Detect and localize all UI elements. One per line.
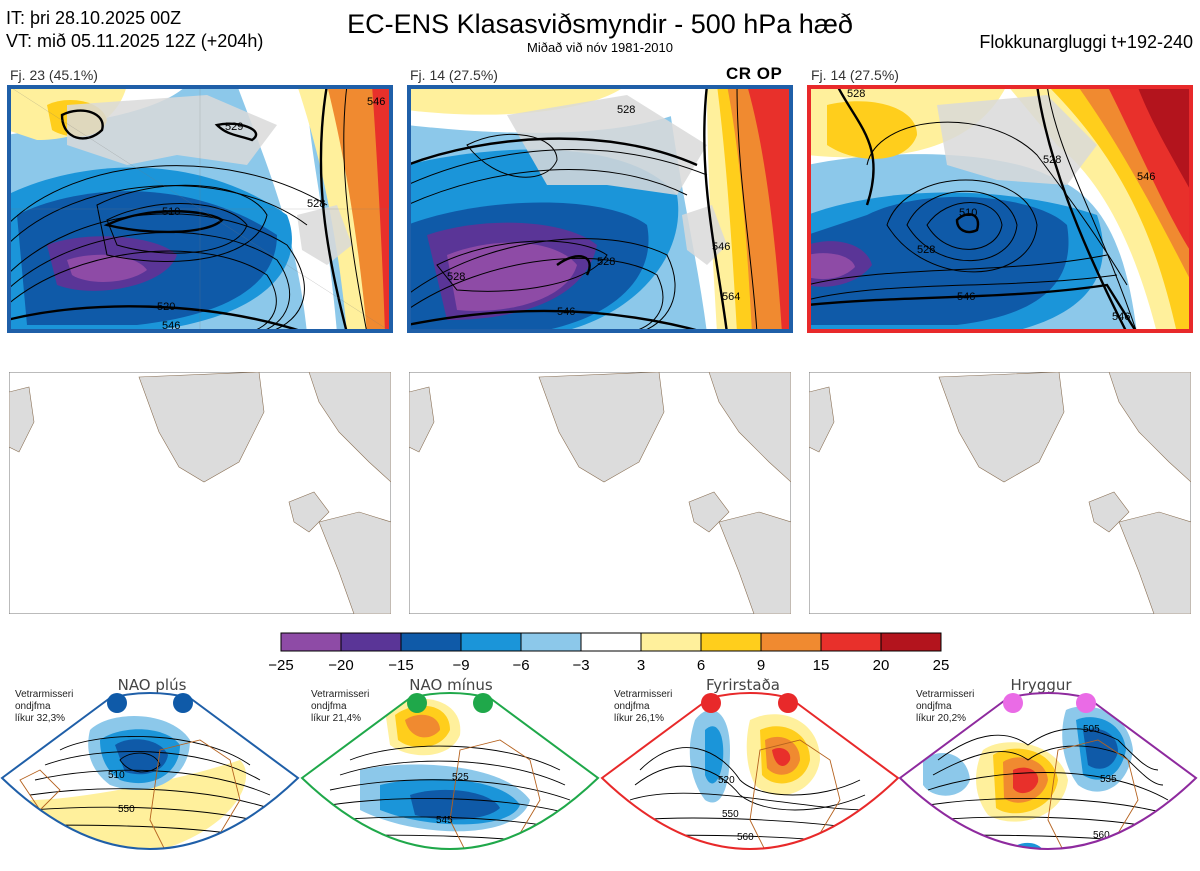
contour-label: 546 — [162, 320, 180, 332]
regime-contour-label: 505 — [1083, 724, 1100, 735]
regime-contour-label: 550 — [722, 809, 739, 820]
colorbar-tick-label: 9 — [756, 657, 766, 674]
regime-contour-label: 565 — [446, 850, 463, 861]
regime-nao-minus-map: 525 545 565 — [300, 692, 600, 861]
cluster-2-label: Fj. 14 (27.5%) — [410, 67, 498, 83]
colorbar-tick-label: −9 — [452, 657, 470, 674]
regime-nao-plus-title: NAO plús — [117, 676, 187, 694]
cluster-3-label: Fj. 14 (27.5%) — [811, 67, 899, 83]
regime-blocking-season: Vetrarmisseri ondjfma líkur 26,1% — [614, 689, 673, 724]
contour-label: 564 — [722, 291, 740, 303]
colorbar-swatch — [700, 632, 762, 652]
colorbar-swatch — [580, 632, 642, 652]
regime-ridge-season: Vetrarmisseri ondjfma líkur 20,2% — [916, 689, 975, 724]
regime-blocking-title: Fyrirstaða — [706, 676, 780, 694]
anomaly-colorbar — [280, 632, 942, 652]
regime-ridge-map: 505 535 560 — [898, 692, 1198, 850]
regime-contour-label: 510 — [108, 770, 125, 781]
colorbar-tick-label: −20 — [328, 657, 354, 674]
colorbar-swatch — [880, 632, 942, 652]
cluster-2-tag: CR OP — [726, 64, 783, 83]
regime-nao-plus-map: 510 550 — [0, 692, 300, 850]
contour-label: 528 — [617, 104, 635, 116]
regime-nao-plus-season: Vetrarmisseri ondjfma líkur 32,3% — [15, 689, 74, 724]
valid-time: VT: mið 05.11.2025 12Z (+204h) — [6, 31, 264, 51]
regime-contour-label: 550 — [118, 804, 135, 815]
colorbar-tick-label: 25 — [932, 657, 950, 674]
contour-label: 510 — [162, 206, 180, 218]
contour-label: 510 — [959, 207, 977, 219]
colorbar-tick-label: 6 — [696, 657, 706, 674]
classification-window: Flokkunargluggi t+192-240 — [979, 32, 1193, 52]
colorbar-tick-label: 20 — [872, 657, 890, 674]
colorbar-tick-label: −6 — [512, 657, 530, 674]
colorbar-swatch — [340, 632, 402, 652]
regime-contour-label: 545 — [436, 815, 453, 826]
cluster-2-map: 528 528 546 528 546 564 — [407, 85, 793, 333]
regime-ridge-title: Hryggur — [1010, 676, 1072, 694]
colorbar-swatch — [640, 632, 702, 652]
contour-label: 529 — [225, 121, 243, 133]
regime-contour-label: 560 — [1093, 830, 1110, 841]
colorbar-tick-label: −15 — [388, 657, 414, 674]
contour-label: 528 — [847, 88, 865, 100]
contour-label: 528 — [597, 256, 615, 268]
regime-contour-label: 525 — [452, 772, 469, 783]
colorbar-swatch — [820, 632, 882, 652]
cluster-1-map: 510 529 520 528 546 546 — [7, 85, 393, 333]
contour-label: 528 — [917, 244, 935, 256]
climatology-subtitle: Miðað við nóv 1981-2010 — [527, 40, 673, 55]
page-title: EC-ENS Klasasviðsmyndir - 500 hPa hæð — [347, 9, 853, 39]
empty-map-1 — [9, 372, 391, 614]
empty-map-2 — [409, 372, 791, 614]
contour-label: 528 — [307, 198, 325, 210]
colorbar-tick-label: 15 — [812, 657, 830, 674]
empty-map-3 — [809, 372, 1191, 614]
colorbar-tick-label: −25 — [268, 657, 294, 674]
colorbar-swatch — [280, 632, 342, 652]
regime-contour-label: 520 — [718, 775, 735, 786]
contour-label: 528 — [1043, 154, 1061, 166]
cluster-1-label: Fj. 23 (45.1%) — [10, 67, 98, 83]
colorbar-swatch — [760, 632, 822, 652]
cluster-3-map: 528 528 510 528 546 546 546 — [807, 85, 1193, 333]
contour-label: 546 — [957, 291, 975, 303]
colorbar-swatch — [400, 632, 462, 652]
colorbar-swatch — [460, 632, 522, 652]
contour-label: 546 — [557, 306, 575, 318]
colorbar-tick-label: −3 — [572, 657, 590, 674]
initial-time: IT: þri 28.10.2025 00Z — [6, 8, 182, 28]
contour-label: 546 — [712, 241, 730, 253]
contour-label: 546 — [1112, 311, 1130, 323]
colorbar-swatch — [520, 632, 582, 652]
contour-label: 528 — [447, 271, 465, 283]
colorbar-tick-label: 3 — [636, 657, 646, 674]
regime-contour-label: 560 — [737, 832, 754, 843]
contour-label: 546 — [1137, 171, 1155, 183]
contour-label: 520 — [157, 301, 175, 313]
regime-contour-label: 535 — [1100, 774, 1117, 785]
regime-nao-minus-title: NAO mínus — [409, 676, 493, 694]
regime-nao-minus-season: Vetrarmisseri ondjfma líkur 21,4% — [311, 689, 370, 724]
contour-label: 546 — [367, 96, 385, 108]
regime-blocking-map: 520 550 560 — [600, 692, 900, 850]
